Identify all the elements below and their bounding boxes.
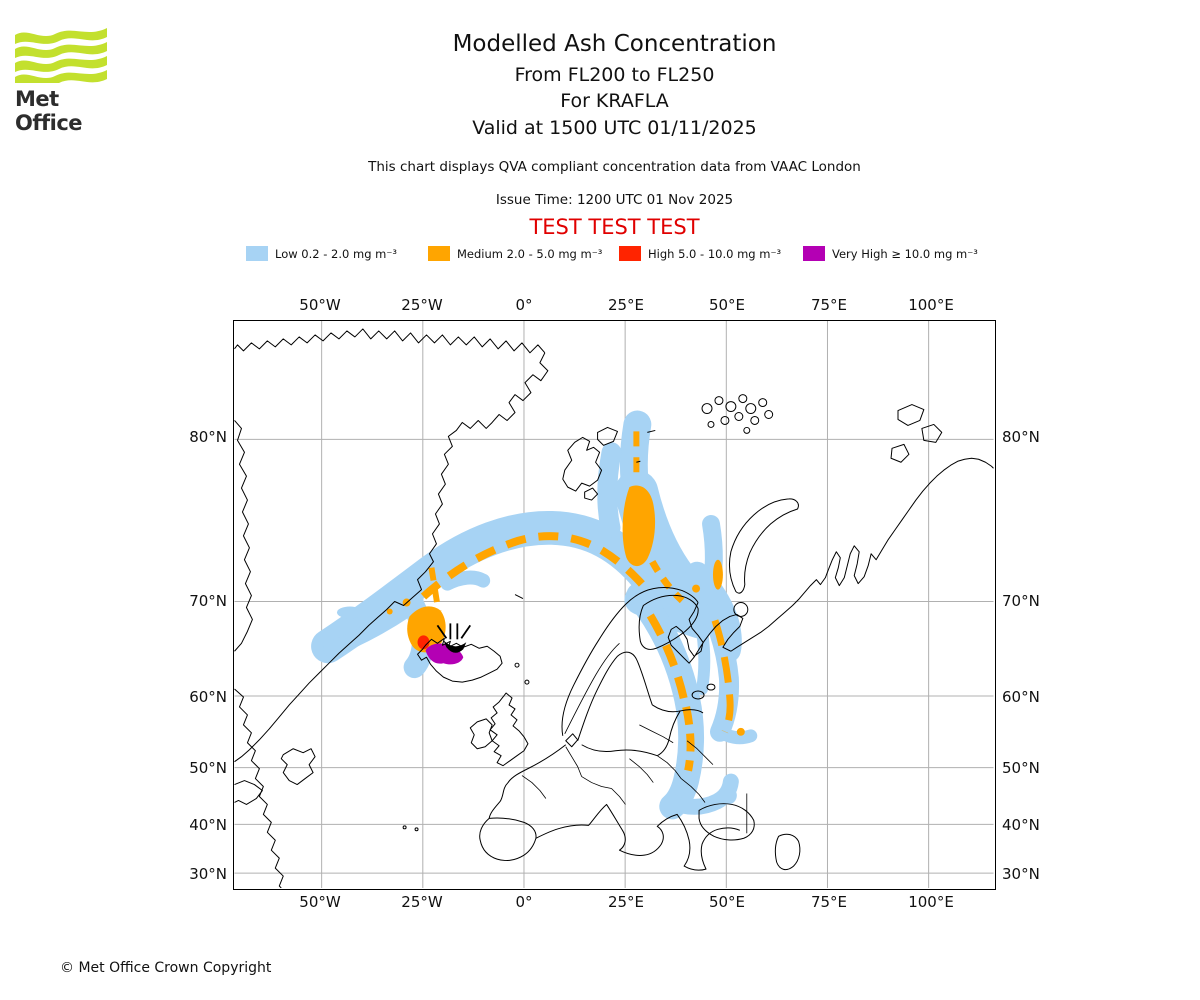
x-tick-top-100e: 100°E	[908, 296, 954, 314]
coastline-severnaya-zemlya	[890, 404, 943, 463]
y-tick-right-70n: 70°N	[1002, 592, 1040, 610]
x-tick-top-50w: 50°W	[299, 296, 341, 314]
x-tick-bottom-25w: 25°W	[401, 893, 443, 911]
coastline-iceland	[417, 637, 503, 683]
test-banner: TEST TEST TEST	[529, 215, 700, 239]
coastline-great-britain	[489, 692, 529, 767]
coastline-franz-josef-land	[701, 394, 774, 434]
very-high-swatch	[803, 246, 825, 261]
coastline-baltic-east	[657, 710, 681, 757]
lake-onega	[706, 683, 716, 691]
coastline-denmark	[565, 733, 579, 748]
coastline-azores-1	[402, 825, 407, 830]
subtitle-flight-levels: From FL200 to FL250	[514, 64, 715, 86]
y-tick-right-80n: 80°N	[1002, 428, 1040, 446]
ash-plume-high	[417, 635, 430, 650]
high-swatch	[619, 246, 641, 261]
y-tick-left-60n: 60°N	[189, 688, 227, 706]
x-tick-top-50e: 50°E	[708, 296, 746, 314]
high-label: High 5.0 - 10.0 mg m⁻³	[648, 247, 782, 261]
graticule	[234, 321, 994, 888]
coastline-mediterranean	[535, 803, 741, 871]
coastline-greenland-east	[234, 352, 549, 763]
coastline-azores-2	[414, 827, 419, 832]
coastline-nova-scotia	[234, 780, 263, 805]
volcano-eruption-symbol	[436, 623, 471, 653]
map-canvas	[233, 320, 996, 890]
legend-item-medium: Medium 2.0 - 5.0 mg m⁻³	[428, 243, 602, 261]
y-tick-right-60n: 60°N	[1002, 688, 1040, 706]
x-tick-top-75e: 75°E	[810, 296, 848, 314]
met-office-logo: Met Office	[15, 25, 125, 135]
coastline-spitsbergen	[562, 436, 603, 492]
coastline-kola	[638, 594, 699, 650]
coastline-kolguyev	[733, 602, 749, 617]
coastline-baltic-south	[581, 744, 658, 757]
coastline-shetland	[524, 679, 530, 685]
coastline-russia-north	[730, 457, 994, 652]
x-tick-bottom-100e: 100°E	[908, 893, 954, 911]
subtitle-valid-time: Valid at 1500 UTC 01/11/2025	[472, 117, 757, 139]
coastline-iberia	[479, 817, 537, 862]
x-tick-top-25e: 25°E	[607, 296, 645, 314]
low-swatch	[246, 246, 268, 261]
legend-item-high: High 5.0 - 10.0 mg m⁻³	[619, 243, 781, 261]
coastline-faroe	[514, 662, 520, 668]
medium-label: Medium 2.0 - 5.0 mg m⁻³	[457, 247, 603, 261]
very-high-label: Very High ≥ 10.0 mg m⁻³	[832, 247, 978, 261]
coastline-ireland	[469, 718, 493, 750]
border-norway-sweden	[564, 642, 620, 734]
coastline-sweden-bothnia	[577, 651, 653, 741]
y-tick-left-50n: 50°N	[189, 759, 227, 777]
coastline-svalbard-south	[584, 487, 599, 501]
x-tick-bottom-50e: 50°E	[708, 893, 746, 911]
coastline-norway	[561, 587, 699, 736]
low-label: Low 0.2 - 2.0 mg m⁻³	[275, 247, 398, 261]
x-tick-top-0: 0°	[515, 296, 533, 314]
y-tick-right-40n: 40°N	[1002, 816, 1040, 834]
page-title: Modelled Ash Concentration	[452, 31, 777, 57]
x-tick-top-25w: 25°W	[401, 296, 443, 314]
coastline-nordaustlandet	[597, 426, 618, 446]
y-tick-left-30n: 30°N	[189, 865, 227, 883]
legend-item-very-high: Very High ≥ 10.0 mg m⁻³	[803, 243, 978, 261]
y-tick-left-40n: 40°N	[189, 816, 227, 834]
met-office-waves-icon	[15, 28, 107, 86]
copyright-notice: © Met Office Crown Copyright	[60, 960, 272, 976]
coastline-jan-mayen	[514, 594, 524, 599]
coastlines	[234, 328, 994, 888]
y-tick-right-50n: 50°N	[1002, 759, 1040, 777]
coastline-caspian	[774, 833, 801, 871]
country-borders	[521, 724, 748, 834]
coastline-black-sea	[698, 803, 755, 841]
x-tick-bottom-0: 0°	[515, 893, 533, 911]
coastline-newfoundland	[280, 748, 316, 786]
medium-swatch	[428, 246, 450, 261]
y-tick-right-30n: 30°N	[1002, 865, 1040, 883]
lake-ladoga	[691, 690, 705, 700]
concentration-legend: Low 0.2 - 2.0 mg m⁻³ Medium 2.0 - 5.0 mg…	[0, 243, 1200, 263]
map-svg	[234, 321, 994, 888]
ash-plume-medium	[386, 431, 745, 772]
subtitle-volcano: For KRAFLA	[560, 90, 669, 112]
coastline-white-sea	[667, 602, 744, 664]
x-tick-bottom-50w: 50°W	[299, 893, 341, 911]
y-tick-left-70n: 70°N	[189, 592, 227, 610]
coastline-greenland	[234, 328, 546, 354]
coastline-north-sea-biscay	[488, 744, 567, 819]
x-tick-bottom-75e: 75°E	[810, 893, 848, 911]
x-tick-bottom-25e: 25°E	[607, 893, 645, 911]
legend-item-low: Low 0.2 - 2.0 mg m⁻³	[246, 243, 397, 261]
coastline-greenland-west	[234, 420, 253, 652]
coastline-novaya-zemlya	[729, 498, 799, 594]
y-tick-left-80n: 80°N	[189, 428, 227, 446]
compliance-note: This chart displays QVA compliant concen…	[368, 159, 861, 175]
met-office-logo-text: Met Office	[15, 87, 83, 135]
issue-time: Issue Time: 1200 UTC 01 Nov 2025	[495, 192, 734, 208]
